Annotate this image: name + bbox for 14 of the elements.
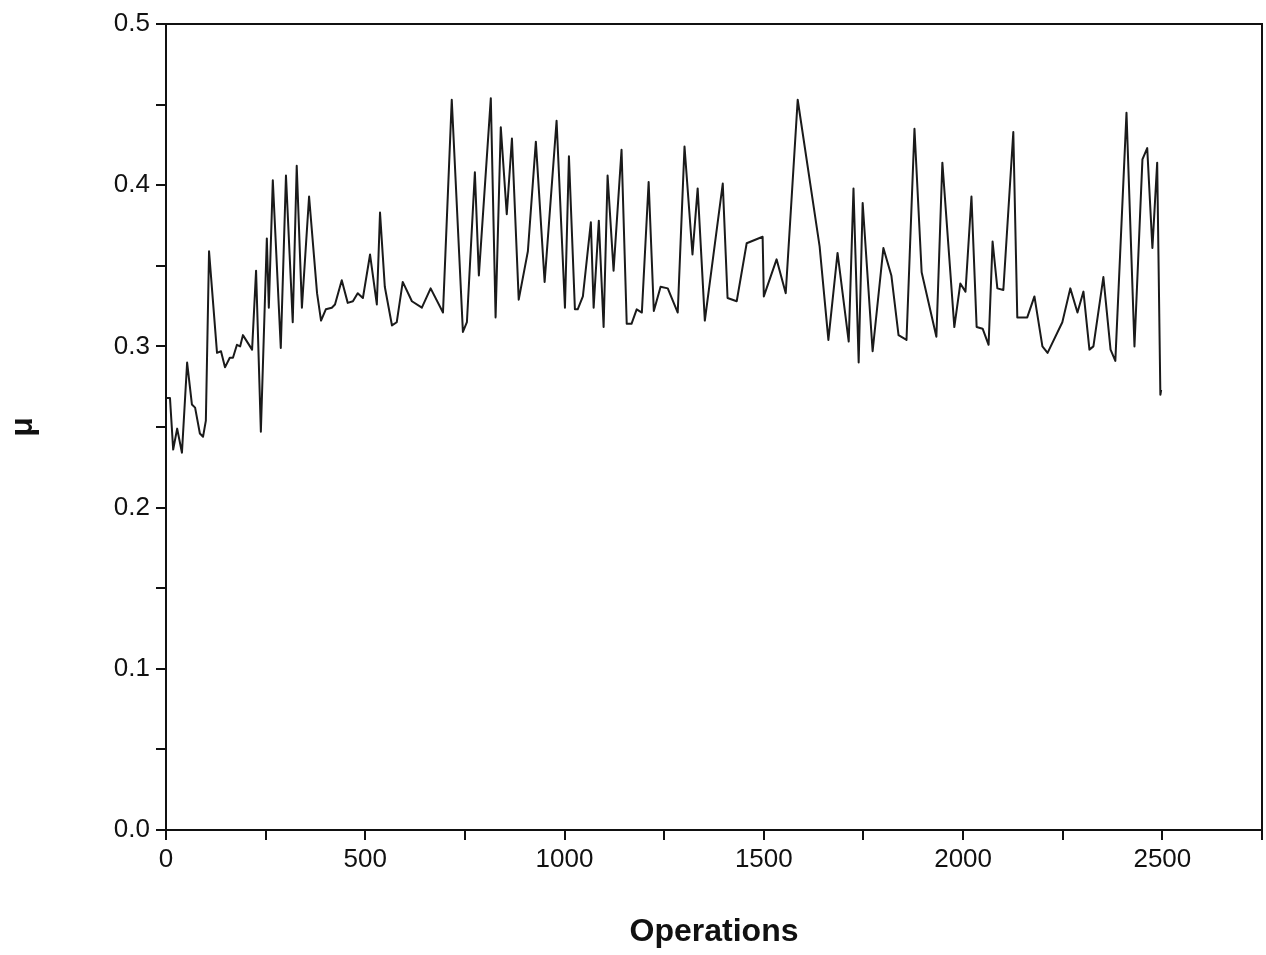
x-tick-label: 500: [343, 842, 387, 873]
x-tick-label: 2000: [934, 842, 993, 873]
x-tick-label: 0: [158, 842, 174, 873]
y-axis-title: μ: [3, 417, 40, 437]
x-tick-label: 1000: [535, 842, 594, 873]
x-tick-label: 2500: [1133, 842, 1192, 873]
x-tick-label: 1500: [734, 842, 793, 873]
y-tick-label: 0.2: [113, 490, 150, 521]
y-tick-label: 0.3: [113, 329, 150, 360]
y-tick-label: 0.4: [113, 168, 150, 199]
y-tick-label: 0.1: [113, 651, 150, 682]
y-tick-label: 0.0: [113, 813, 150, 844]
x-axis-title: Operations: [629, 911, 799, 948]
y-tick-label: 0.5: [113, 7, 150, 38]
